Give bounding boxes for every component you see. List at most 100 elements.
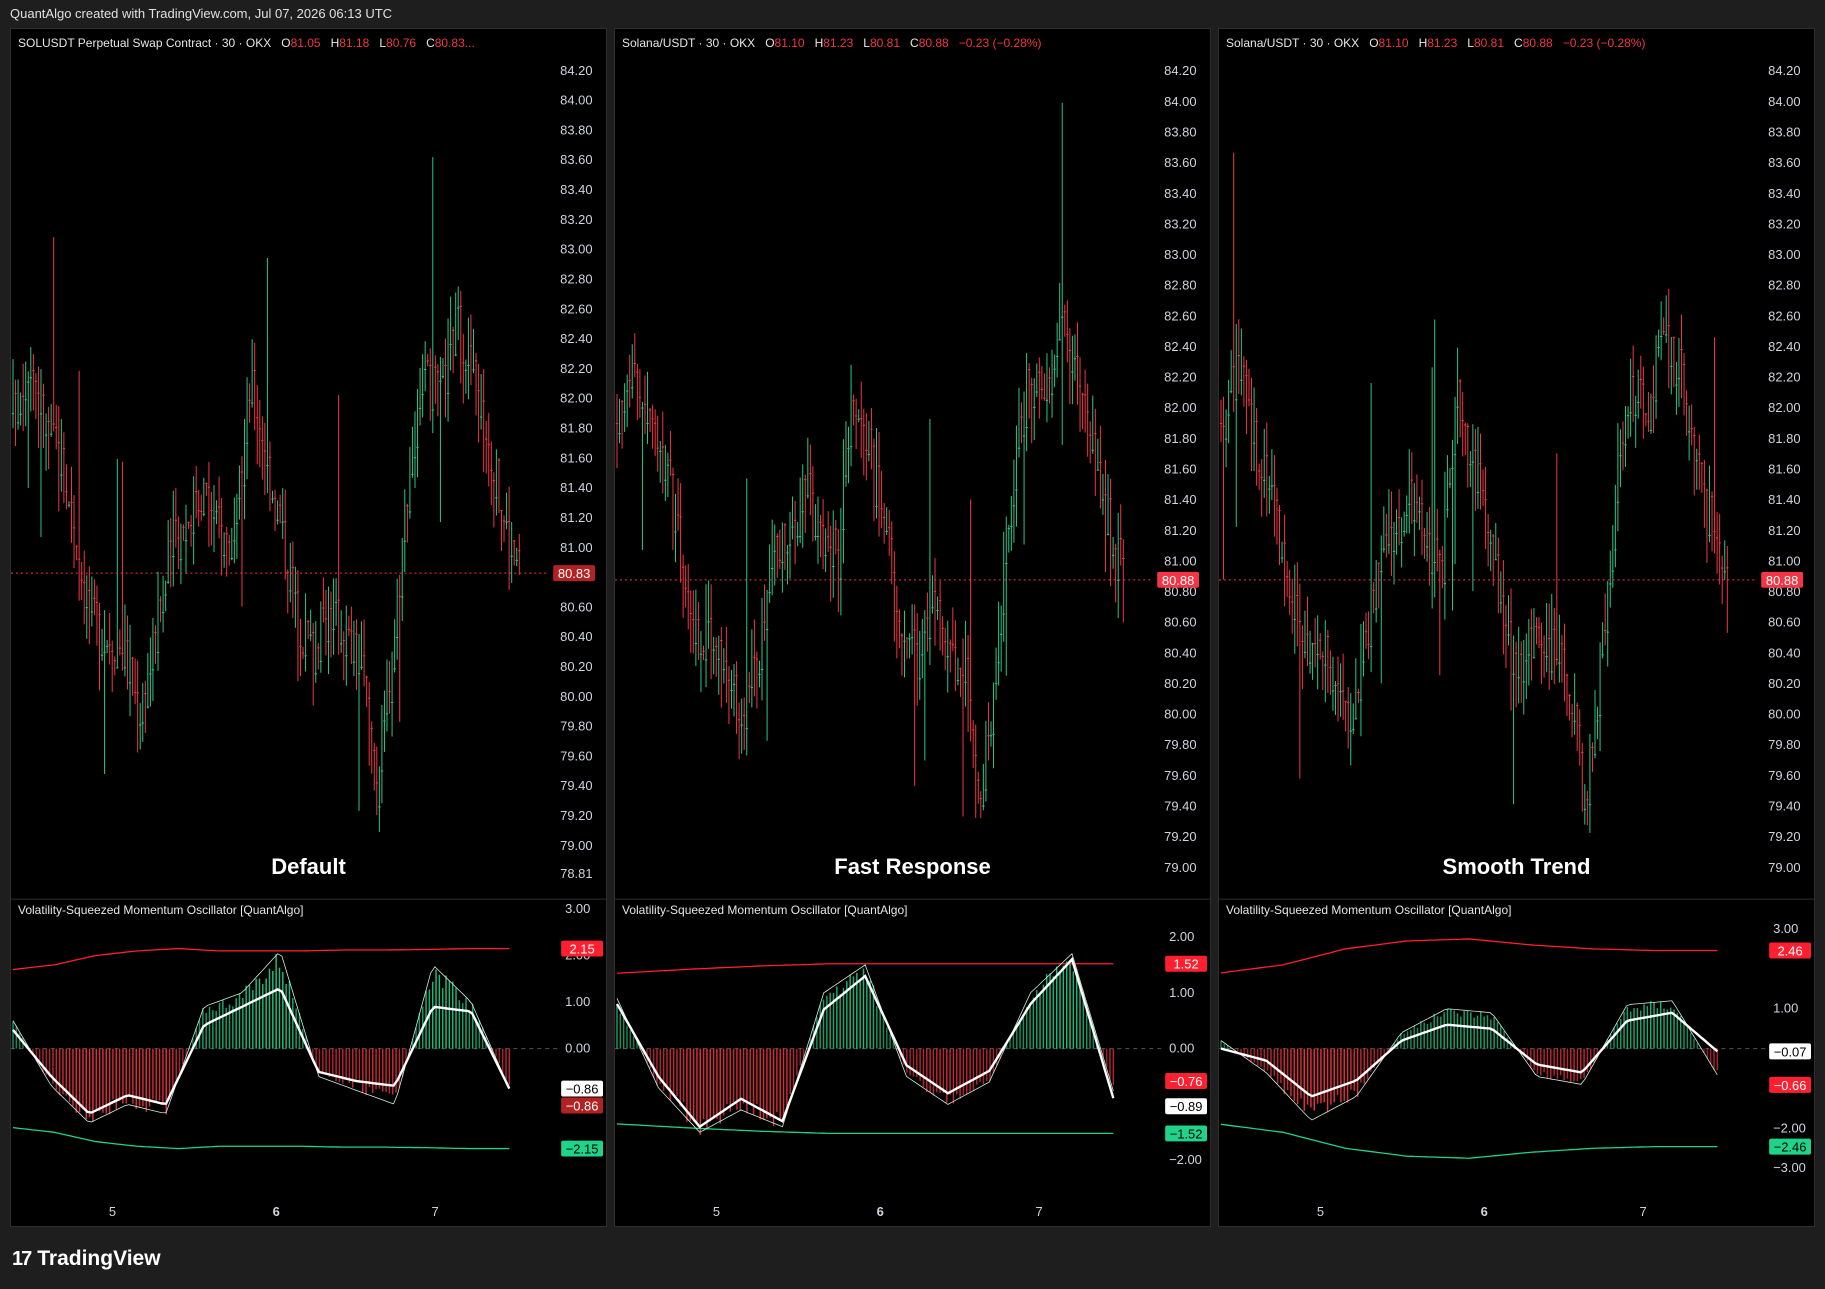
legend-low-key: L: [863, 36, 870, 50]
upper-value-badge-text: 2.46: [1777, 943, 1802, 958]
hist-value-badge-text: −0.86: [566, 1099, 599, 1114]
price-tick-label: 81.60: [1768, 462, 1800, 477]
hist-value-badge-text: −0.66: [1774, 1078, 1807, 1093]
price-tick-label: 78.81: [560, 866, 592, 881]
last-price-badge: [553, 565, 596, 582]
time-axis-label: 7: [1639, 1204, 1646, 1219]
lower-value-badge: [1769, 1138, 1812, 1155]
hist-value-badge-text: −0.76: [1170, 1074, 1203, 1089]
price-tick-label: 79.60: [1768, 768, 1800, 783]
price-tick-label: 83.20: [1164, 216, 1196, 231]
price-tick-label: 83.40: [1164, 186, 1196, 201]
price-tick-label: 80.00: [560, 689, 592, 704]
legend-open: 81.10: [1378, 36, 1409, 50]
price-tick-label: 80.60: [1164, 615, 1196, 630]
price-tick-label: 80.20: [1164, 676, 1196, 691]
chart-panel-smooth-trend[interactable]: 84.20 84.00 83.80 83.60 83.40 83.20 83.00 82.80…: [1218, 28, 1815, 1227]
chart-svg[interactable]: 84.20 84.00 83.80 83.60 83.40 83.20 83.00 82.80…: [615, 29, 1210, 1226]
osc-tick-label: 1.00: [1169, 985, 1194, 1000]
symbol-legend: Solana/USDT · 30 · OKX O81.10 H81.23 L80…: [1226, 36, 1645, 50]
upper-value-badge-text: 2.15: [569, 942, 594, 957]
price-tick-label: 82.40: [1164, 339, 1196, 354]
price-tick-label: 82.00: [1768, 400, 1800, 415]
upper-band-line: [1220, 938, 1718, 974]
price-tick-label: 83.00: [560, 242, 592, 257]
last-price-badge: [1157, 571, 1200, 588]
price-tick-label: 79.40: [560, 778, 592, 793]
price-tick-label: 83.40: [1768, 186, 1800, 201]
oscillator-title: Volatility-Squeezed Momentum Oscillator …: [622, 903, 908, 917]
momentum-line: [12, 953, 510, 1123]
chart-svg[interactable]: 84.20 84.00 83.80 83.60 83.40 83.20 83.00 82.80…: [1219, 29, 1814, 1226]
legend-low-key: L: [1467, 36, 1474, 50]
price-tick-label: 83.60: [1768, 155, 1800, 170]
price-tick-label: 82.60: [1164, 308, 1196, 323]
osc-tick-label: 0.00: [565, 1041, 590, 1056]
time-axis-label: 5: [713, 1204, 720, 1219]
last-price-badge-text: 80.88: [1766, 573, 1798, 588]
lower-value-badge-text: −2.46: [1774, 1140, 1807, 1155]
upper-value-badge: [561, 940, 604, 957]
legend-low: 80.81: [869, 36, 901, 50]
price-tick-label: 79.60: [560, 748, 592, 763]
osc-tick-label: 0.00: [1169, 1041, 1194, 1056]
chart-panel-default[interactable]: 84.20 84.00 83.80 83.60 83.40 83.20 83.00 82.80…: [10, 28, 607, 1227]
price-tick-label: 83.80: [1768, 125, 1800, 140]
price-tick-label: 84.20: [1164, 63, 1196, 78]
legend-close: 80.88: [918, 36, 949, 50]
osc-tick-label: 1.00: [565, 994, 590, 1009]
osc-tick-label: −2.00: [1169, 1152, 1202, 1167]
upper-value-badge: [1165, 955, 1208, 972]
price-tick-label: 79.60: [1164, 768, 1196, 783]
price-tick-label: 83.80: [1164, 125, 1196, 140]
tradingview-brand[interactable]: 17 TradingView: [12, 1247, 161, 1271]
tradingview-logo-icon: 17: [12, 1247, 32, 1270]
price-tick-label: 79.80: [1164, 737, 1196, 752]
osc-tick-label: 2.00: [1169, 929, 1194, 944]
brand-name: TradingView: [37, 1247, 161, 1270]
signal-value-badge-text: −0.07: [1774, 1044, 1807, 1059]
price-tick-label: 82.80: [1768, 278, 1800, 293]
last-price-badge-text: 80.83: [558, 566, 590, 581]
price-tick-label: 82.00: [560, 391, 592, 406]
price-tick-label: 79.00: [560, 838, 592, 853]
price-tick-label: 79.80: [560, 719, 592, 734]
price-tick-label: 79.20: [1768, 829, 1800, 844]
upper-value-badge: [1769, 942, 1812, 959]
price-tick-label: 81.40: [1164, 492, 1196, 507]
price-tick-label: 84.00: [560, 93, 592, 108]
price-tick-label: 81.40: [1768, 492, 1800, 507]
price-tick-label: 82.00: [1164, 400, 1196, 415]
price-tick-label: 82.80: [1164, 278, 1196, 293]
price-tick-label: 81.80: [1164, 431, 1196, 446]
credit-text: QuantAlgo created with TradingView.com, …: [10, 6, 393, 21]
price-tick-label: 79.40: [1164, 799, 1196, 814]
price-tick-label: 82.80: [560, 271, 592, 286]
lower-value-badge-text: −2.15: [566, 1142, 599, 1157]
price-tick-label: 82.20: [1768, 370, 1800, 385]
time-axis-label: 5: [109, 1204, 116, 1219]
osc-tick-label: 3.00: [565, 901, 590, 916]
panel-label: Default: [271, 854, 346, 879]
chart-panel-fast-response[interactable]: 84.20 84.00 83.80 83.60 83.40 83.20 83.00 82.80…: [614, 28, 1211, 1227]
price-tick-label: 82.20: [560, 361, 592, 376]
legend-symbol: SOLUSDT Perpetual Swap Contract · 30 · O…: [18, 36, 272, 50]
price-tick-label: 83.00: [1164, 247, 1196, 262]
legend-close: 80.83...: [434, 36, 475, 50]
time-axis-label: 7: [431, 1204, 438, 1219]
osc-tick-label: 3.00: [1773, 921, 1798, 936]
price-tick-label: 83.60: [560, 152, 592, 167]
price-tick-label: 80.00: [1164, 707, 1196, 722]
signal-line: [1220, 1011, 1719, 1098]
price-tick-label: 80.00: [1768, 707, 1800, 722]
price-tick-label: 84.20: [1768, 63, 1800, 78]
upper-band-line: [12, 947, 510, 971]
price-tick-label: 82.40: [1768, 339, 1800, 354]
upper-band-line: [616, 963, 1114, 974]
chart-svg[interactable]: 84.20 84.00 83.80 83.60 83.40 83.20 83.00 82.80…: [11, 29, 606, 1226]
price-tick-label: 81.60: [560, 450, 592, 465]
price-tick-label: 84.00: [1164, 94, 1196, 109]
signal-value-badge-text: −0.89: [1170, 1099, 1203, 1114]
momentum-line: [616, 952, 1114, 1133]
legend-open-key: O: [281, 36, 291, 50]
